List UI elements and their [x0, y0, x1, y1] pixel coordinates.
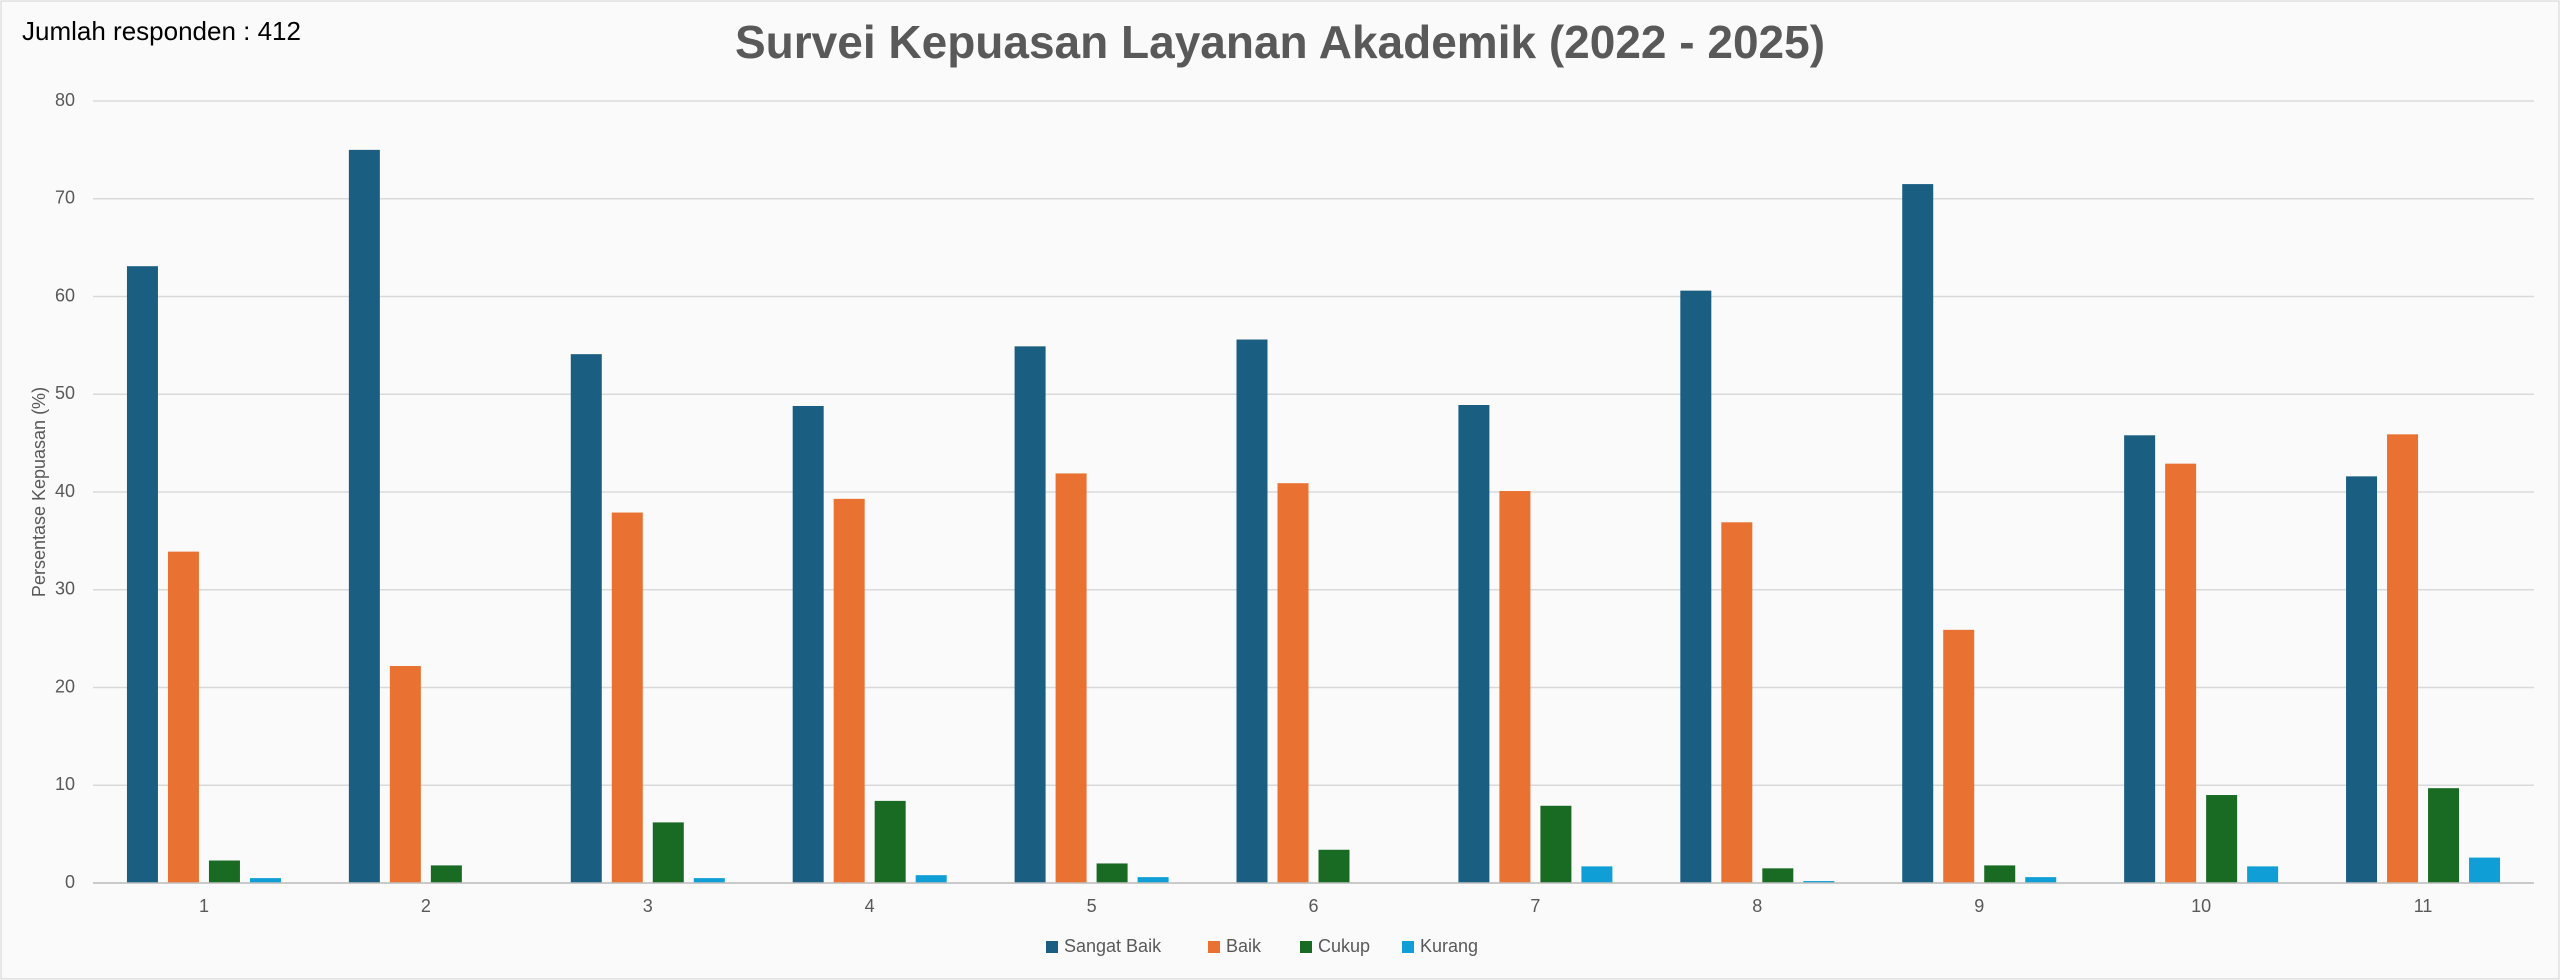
bar [249, 878, 281, 883]
bar [1499, 491, 1531, 883]
bar [1236, 339, 1268, 883]
bar [1137, 877, 1169, 883]
bar [1540, 805, 1572, 883]
y-tick-label: 70 [55, 188, 75, 208]
bar [1721, 522, 1753, 883]
x-tick-label: 5 [1087, 896, 1097, 916]
y-tick-label: 30 [55, 579, 75, 599]
x-tick-label: 7 [1530, 896, 1540, 916]
bar [1581, 866, 1613, 883]
bar [611, 512, 643, 883]
bar [1680, 290, 1712, 883]
y-tick-label: 80 [55, 90, 75, 110]
legend-swatch [1300, 941, 1312, 953]
bar [1803, 881, 1835, 883]
x-tick-label: 6 [1308, 896, 1318, 916]
bar [2247, 866, 2279, 883]
bar [874, 800, 906, 883]
bar [915, 875, 947, 883]
bar [1902, 184, 1934, 883]
legend-label: Cukup [1318, 936, 1370, 956]
bar [126, 266, 158, 883]
bar [430, 865, 462, 883]
bar [570, 354, 602, 883]
bar [348, 149, 380, 883]
bar [833, 498, 865, 883]
bar [2206, 795, 2238, 883]
bar [1943, 629, 1975, 883]
y-tick-label: 50 [55, 383, 75, 403]
legend-label: Kurang [1420, 936, 1478, 956]
y-tick-label: 10 [55, 774, 75, 794]
legend-swatch [1402, 941, 1414, 953]
bar [1014, 346, 1046, 883]
x-tick-label: 10 [2191, 896, 2211, 916]
legend-label: Baik [1226, 936, 1262, 956]
bar [1458, 405, 1490, 883]
y-tick-label: 0 [65, 872, 75, 892]
bar [2387, 434, 2419, 883]
bar [2165, 463, 2197, 883]
bar [1318, 849, 1350, 883]
chart-title: Survei Kepuasan Layanan Akademik (2022 -… [735, 16, 1825, 68]
legend-swatch [1208, 941, 1220, 953]
y-tick-label: 40 [55, 481, 75, 501]
bar [2124, 435, 2156, 883]
bar [208, 860, 240, 883]
note: Jumlah responden : 412 [22, 16, 301, 46]
bar [792, 405, 824, 883]
x-tick-label: 8 [1752, 896, 1762, 916]
x-tick-label: 9 [1974, 896, 1984, 916]
x-tick-label: 1 [199, 896, 209, 916]
bar [652, 822, 684, 883]
bar [1984, 865, 2016, 883]
legend-label: Sangat Baik [1064, 936, 1162, 956]
bar [1762, 868, 1794, 883]
y-tick-label: 20 [55, 676, 75, 696]
bar [693, 878, 725, 883]
bar [2469, 857, 2501, 883]
legend-swatch [1046, 941, 1058, 953]
bar [1096, 863, 1128, 883]
bar [167, 551, 199, 883]
bar [1277, 483, 1309, 883]
bar [2025, 877, 2057, 883]
y-tick-label: 60 [55, 285, 75, 305]
bar [2346, 476, 2378, 883]
bar [1055, 473, 1087, 883]
x-tick-label: 3 [643, 896, 653, 916]
x-tick-label: 4 [865, 896, 875, 916]
x-tick-label: 2 [421, 896, 431, 916]
bar [2428, 788, 2460, 883]
bar [389, 665, 421, 883]
y-axis-label: Persentase Kepuasan (%) [29, 387, 49, 597]
x-tick-label: 11 [2414, 896, 2433, 916]
